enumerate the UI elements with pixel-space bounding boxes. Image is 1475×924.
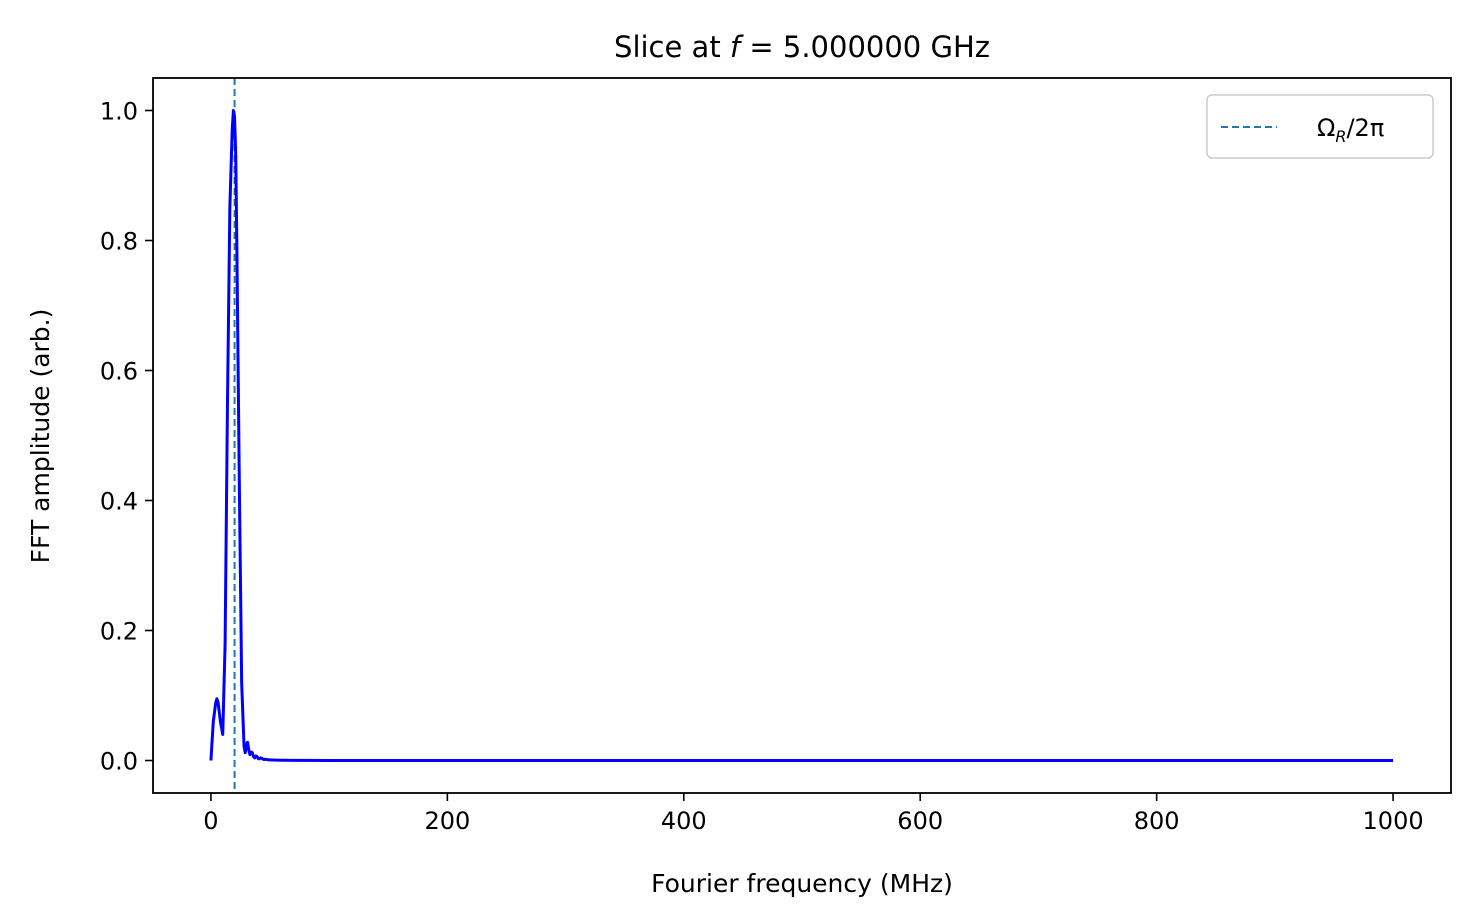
y-tick-label: 0.2 xyxy=(100,618,138,646)
x-tick-label: 600 xyxy=(897,807,943,835)
x-tick-label: 1000 xyxy=(1363,807,1424,835)
x-tick-label: 400 xyxy=(661,807,707,835)
axes-frame xyxy=(152,77,1452,794)
y-tick-label: 0.6 xyxy=(100,358,138,386)
legend-box xyxy=(1206,94,1434,159)
plot-area xyxy=(152,77,1452,794)
x-axis-ticks: 0 200 400 600 800 1000 xyxy=(203,793,1424,835)
chart-title: Slice at f = 5.000000 GHz xyxy=(614,30,990,64)
y-tick-label: 0.4 xyxy=(100,488,138,516)
fft-amplitude-line xyxy=(209,109,1394,762)
legend: ΩR/2π xyxy=(1206,94,1434,159)
y-axis-label: FFT amplitude (arb.) xyxy=(26,309,55,564)
x-tick-label: 0 xyxy=(203,807,218,835)
series-group xyxy=(209,109,1394,762)
x-tick-label: 200 xyxy=(424,807,470,835)
x-tick-label: 800 xyxy=(1134,807,1180,835)
y-tick-label: 1.0 xyxy=(100,98,138,126)
x-axis-label: Fourier frequency (MHz) xyxy=(651,869,953,898)
axes-background xyxy=(153,78,1451,793)
y-tick-label: 0.8 xyxy=(100,228,138,256)
legend-entry-label: ΩR/2π xyxy=(1317,114,1384,146)
y-axis-ticks: 0.0 0.2 0.4 0.6 0.8 1.0 xyxy=(100,98,153,776)
y-tick-label: 0.0 xyxy=(100,748,138,776)
